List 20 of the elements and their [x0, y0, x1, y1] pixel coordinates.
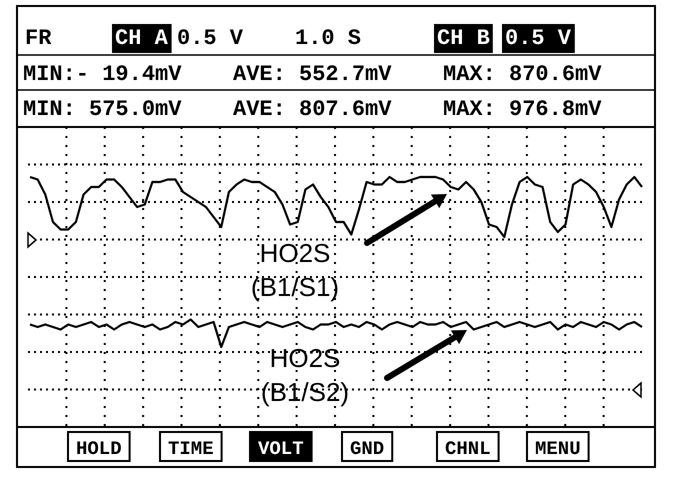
text: MAX: 870.6mV — [443, 62, 602, 87]
text: MIN: 575.0mV — [23, 97, 182, 122]
text: 0.5 V — [505, 26, 572, 51]
text: MAX: 976.8mV — [443, 97, 602, 122]
text: MIN:- 19.4mV — [23, 62, 182, 87]
text: AVE: 552.7mV — [233, 62, 392, 87]
text: MENU — [535, 438, 581, 460]
text: AVE: 807.6mV — [233, 97, 392, 122]
series-label: HO2S (B1/S1) — [250, 238, 340, 302]
text: TIME — [168, 438, 214, 460]
text: 0.5 V — [177, 26, 244, 51]
text: VOLT — [258, 438, 304, 460]
text: CHNL — [445, 438, 491, 460]
text: HOLD — [76, 438, 122, 460]
text: 1.0 S — [295, 26, 362, 51]
text: CH B — [437, 26, 490, 51]
text: CH A — [115, 26, 169, 51]
legend-label: HO2S (B1/S2) — [260, 343, 350, 407]
text: GND — [350, 438, 384, 460]
text: FR — [25, 26, 52, 51]
